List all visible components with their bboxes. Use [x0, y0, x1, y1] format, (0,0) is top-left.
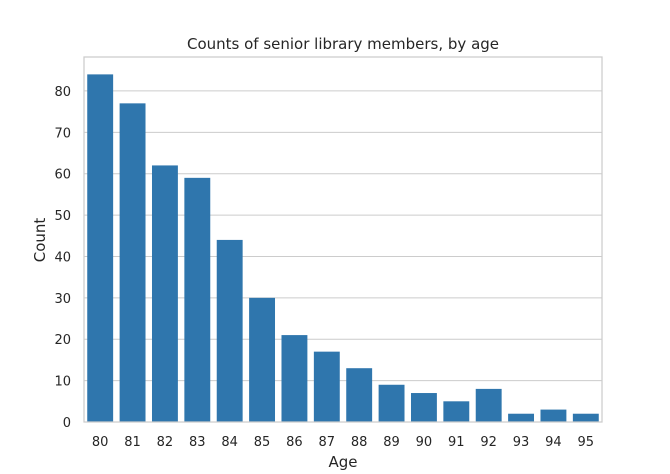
x-tick-label: 83 [189, 435, 206, 450]
x-tick-label: 82 [157, 435, 174, 450]
bar-age-94 [540, 409, 567, 422]
x-tick-label: 87 [319, 435, 336, 450]
bar-age-84 [216, 239, 243, 422]
y-tick-labels: 0 10 20 30 40 50 60 70 80 [54, 85, 71, 431]
y-axis-label: Count [31, 218, 49, 263]
bar-age-91 [443, 401, 470, 422]
x-tick-labels: 80 81 82 83 84 85 86 87 88 89 90 91 92 93 94 95 [92, 435, 594, 450]
x-tick-label: 88 [351, 435, 368, 450]
bar-age-83 [184, 177, 211, 422]
bar-age-92 [475, 388, 502, 422]
bars [87, 74, 599, 422]
bar-age-90 [410, 393, 437, 422]
x-tick-label: 90 [416, 435, 433, 450]
bar-age-88 [346, 368, 373, 422]
y-tick-label: 0 [63, 416, 71, 431]
plot-frame [83, 56, 603, 423]
x-tick-label: 85 [254, 435, 271, 450]
x-axis-label: Age [328, 453, 357, 471]
x-tick-label: 95 [578, 435, 595, 450]
x-tick-label: 80 [92, 435, 109, 450]
bar-age-86 [281, 335, 308, 422]
x-tick-label: 91 [448, 435, 465, 450]
x-tick-label: 81 [124, 435, 141, 450]
x-tick-label: 92 [480, 435, 497, 450]
y-tick-label: 30 [54, 292, 71, 307]
x-tick-label: 89 [383, 435, 400, 450]
x-tick-label: 84 [221, 435, 238, 450]
bar-age-81 [119, 103, 146, 422]
x-tick-label: 93 [513, 435, 530, 450]
y-tick-label: 70 [54, 126, 71, 141]
y-tick-label: 10 [54, 375, 71, 390]
y-tick-label: 80 [54, 85, 71, 100]
y-tick-label: 50 [54, 209, 71, 224]
bar-age-93 [508, 413, 535, 422]
x-tick-label: 94 [545, 435, 562, 450]
bar-age-80 [87, 74, 114, 422]
bar-age-85 [249, 297, 276, 422]
y-tick-label: 40 [54, 250, 71, 265]
bar-age-95 [572, 413, 599, 422]
y-tick-label: 60 [54, 168, 71, 183]
bar-age-89 [378, 384, 405, 422]
chart-title: Counts of senior library members, by age [187, 35, 499, 53]
x-tick-label: 86 [286, 435, 303, 450]
bar-age-82 [151, 165, 178, 422]
y-tick-label: 20 [54, 333, 71, 348]
bar-age-87 [313, 351, 340, 422]
